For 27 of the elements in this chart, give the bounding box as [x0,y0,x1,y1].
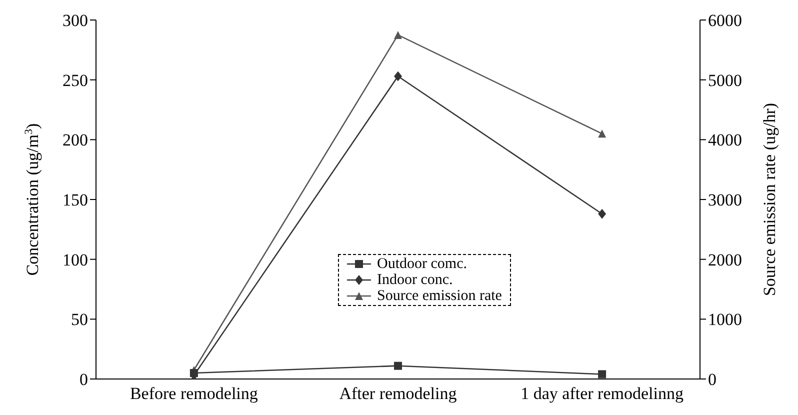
legend-label: Outdoor comc. [377,256,467,272]
point [394,362,402,370]
y-tick-label: 100 [62,250,88,270]
y-tick-label: 250 [62,70,88,90]
y2-tick-label: 0 [708,370,716,390]
y2-axis-title: Source emission rate (ug/hr) [760,102,779,296]
y2-tick-label: 5000 [708,70,742,90]
y2-tick-label: 4000 [708,130,742,150]
y2-tick-label: 2000 [708,250,742,270]
y-tick-label: 300 [62,11,88,30]
x-tick-label: After remodeling [339,384,458,404]
point [394,71,402,82]
y2-tick-label: 3000 [708,190,742,210]
y2-tick-label: 1000 [708,310,742,330]
y-tick-label: 0 [80,370,88,390]
y2-tick-label: 6000 [708,11,742,30]
y-tick-label: 200 [62,130,88,150]
x-tick-label: 1 day after remodelinng [520,384,684,404]
point [598,130,606,138]
y-tick-label: 150 [62,190,88,210]
point [598,208,606,219]
y-tick-label: 50 [71,310,88,330]
point [598,370,606,378]
legend-label: Indoor conc. [377,272,453,288]
legend-label: Source emission rate [377,288,502,304]
point [394,30,402,39]
x-tick-label: Before remodeling [130,384,258,404]
